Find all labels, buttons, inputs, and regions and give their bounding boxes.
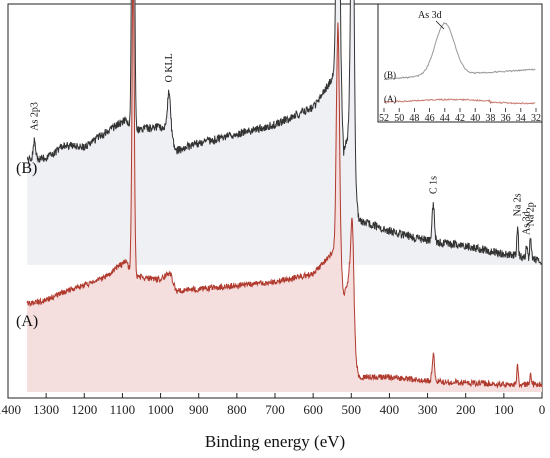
x-tick-label: 500	[342, 402, 362, 417]
x-tick-label: 600	[303, 402, 323, 417]
x-tick-label: 0	[539, 402, 546, 417]
inset-tick-label: 40	[470, 113, 480, 124]
x-axis-ticks: 1400130012001100100090080070060050040030…	[0, 393, 545, 417]
x-axis-title: Binding energy (eV)	[205, 432, 345, 451]
peak-label: As 2p3	[29, 102, 40, 131]
inset-tick-label: 50	[394, 113, 404, 124]
inset-tick-label: 46	[425, 113, 435, 124]
x-tick-label: 200	[456, 402, 476, 417]
x-tick-label: 1400	[0, 402, 21, 417]
inset-series-label-a: (A)	[384, 94, 397, 104]
x-tick-label: 100	[494, 402, 514, 417]
inset-x-axis-ticks: 52 50 48 46 44 42 40 38 36 34 32	[379, 108, 541, 124]
inset-tick-label: 42	[455, 113, 465, 124]
x-tick-label: 900	[189, 402, 209, 417]
peak-label: As 3d	[522, 211, 533, 235]
x-tick-label: 1100	[110, 402, 136, 417]
series-label-b: (B)	[16, 160, 37, 177]
x-tick-label: 400	[380, 402, 400, 417]
peak-label: O KLL	[164, 53, 175, 82]
x-tick-label: 800	[227, 402, 247, 417]
series-b-fill	[27, 0, 542, 266]
inset-panel: As 3d (B) (A) 52 50 48 46 44 42 40 38 36 34 32	[377, 3, 543, 124]
inset-tick-label: 52	[379, 113, 389, 124]
inset-tick-label: 32	[531, 113, 541, 124]
inset-series-b-line	[383, 21, 536, 81]
peak-label: Na 2p	[526, 202, 537, 226]
series-label-a: (A)	[16, 313, 38, 330]
series-a-fill	[27, 0, 542, 392]
inset-peak-arrow	[435, 20, 445, 30]
inset-frame	[377, 3, 543, 123]
inset-tick-label: 44	[440, 113, 450, 124]
x-tick-label: 300	[418, 402, 438, 417]
inset-tick-label: 48	[409, 113, 419, 124]
inset-series-a-line	[383, 98, 536, 105]
x-tick-label: 700	[265, 402, 285, 417]
inset-peak-label: As 3d	[418, 10, 442, 21]
x-tick-label: 1300	[33, 402, 59, 417]
inset-tick-label: 38	[485, 113, 495, 124]
x-tick-label: 1000	[148, 402, 174, 417]
series-a-line	[26, 0, 543, 389]
inset-tick-label: 36	[501, 113, 511, 124]
inset-tick-label: 34	[516, 113, 526, 124]
inset-series-label-b: (B)	[384, 70, 396, 80]
peak-label: C 1s	[428, 176, 439, 194]
series-b-line	[26, 0, 543, 266]
peak-label: Na 2s	[513, 193, 524, 216]
x-tick-label: 1200	[71, 402, 97, 417]
